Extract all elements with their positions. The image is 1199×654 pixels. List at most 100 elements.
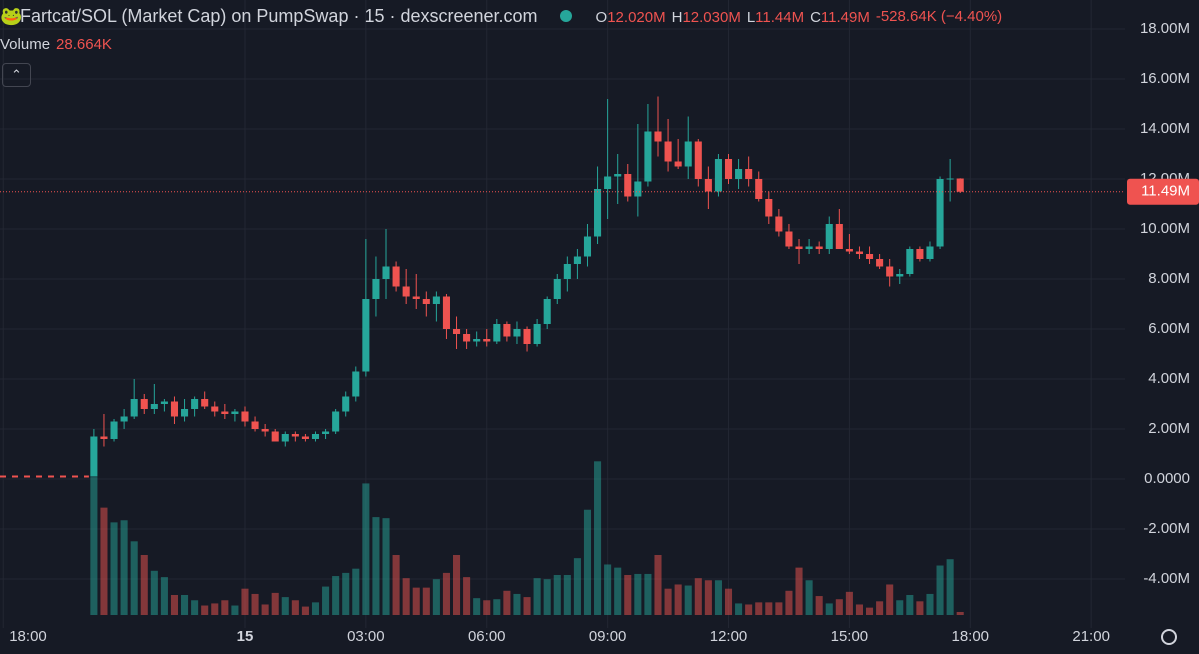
volume-bar	[845, 591, 853, 615]
candle-body	[120, 416, 128, 422]
candle-body	[876, 259, 884, 267]
volume-bar	[422, 587, 430, 615]
candle-body	[130, 399, 138, 417]
volume-bar	[765, 602, 773, 615]
candle-body	[322, 431, 330, 434]
volume-bar	[644, 573, 652, 615]
candle-body	[946, 178, 954, 180]
volume-bar	[634, 573, 642, 615]
volume-bar	[120, 520, 128, 615]
x-tick-label: 18:00	[9, 628, 47, 645]
candle-body	[352, 371, 360, 397]
candle-body	[614, 174, 622, 177]
volume-bar	[241, 588, 249, 615]
volume-bar	[271, 592, 279, 615]
volume-bar	[866, 607, 874, 615]
volume-bar	[553, 575, 561, 615]
candle-body	[221, 411, 229, 414]
x-tick-label: 18:00	[951, 628, 989, 645]
volume-bar	[322, 586, 330, 615]
volume-bar	[825, 603, 833, 615]
x-tick-label: 15	[237, 628, 254, 645]
volume-bar	[311, 602, 320, 615]
candle-body	[674, 161, 682, 167]
logo: 🐸	[0, 5, 23, 26]
x-tick-label: 09:00	[589, 628, 627, 645]
candle-body	[271, 431, 279, 442]
volume-bar	[90, 477, 98, 615]
candle-body	[362, 299, 370, 372]
last-price-label: 11.49M	[1141, 183, 1190, 200]
candle-body	[634, 181, 642, 197]
candle-body	[231, 411, 239, 414]
y-tick-label: 4.00M	[1148, 370, 1190, 387]
candle-body	[896, 274, 904, 277]
candle-body	[412, 296, 420, 299]
candle-body	[473, 339, 481, 342]
volume-bar	[181, 595, 189, 615]
candle-body	[855, 251, 864, 254]
volume-bar	[352, 568, 360, 615]
volume-bar	[573, 558, 581, 615]
candle-body	[241, 411, 249, 422]
candle-body	[261, 429, 269, 432]
candle-body	[281, 434, 289, 442]
volume-bar	[956, 611, 964, 615]
volume-bar	[583, 509, 592, 615]
volume-bar	[745, 604, 753, 615]
y-tick-label: 16.00M	[1140, 70, 1190, 87]
ohlc-key: C	[810, 8, 821, 26]
candle-body	[160, 401, 168, 404]
candle-body	[422, 299, 430, 304]
candle-body	[654, 131, 662, 142]
volume-value: 28.664K	[56, 36, 112, 53]
volume-bar	[543, 579, 551, 615]
status-dot	[559, 10, 572, 22]
y-tick-label: 18.00M	[1140, 20, 1190, 37]
volume-bar	[281, 597, 289, 615]
volume-bar	[775, 602, 783, 615]
candle-body	[402, 286, 410, 297]
candle-body	[664, 141, 672, 162]
candle-body	[765, 199, 773, 217]
candle-body	[594, 189, 602, 237]
volume-bar	[563, 575, 571, 615]
candle-body	[906, 249, 914, 274]
candle-body	[583, 236, 592, 257]
volume-bar	[815, 596, 823, 615]
x-tick-label: 06:00	[468, 628, 506, 645]
volume-bar	[755, 602, 763, 615]
candle-body	[523, 329, 531, 344]
volume-bar	[876, 601, 884, 615]
candle-body	[533, 324, 541, 344]
candle-body	[735, 169, 743, 179]
volume-bar	[805, 580, 813, 615]
candle-body	[332, 411, 340, 432]
candle-body	[150, 404, 158, 409]
volume-bar	[301, 606, 309, 615]
x-tick-label: 03:00	[347, 628, 385, 645]
change: -528.64K (−4.40%)	[875, 7, 1003, 25]
ohlc-value: 12.020M	[607, 8, 666, 26]
x-tick-label: 21:00	[1072, 628, 1110, 645]
candle-body	[181, 409, 189, 417]
candle-body	[382, 266, 390, 279]
ohlc-legend: O12.020M H12.030M L11.44M C11.49M	[590, 6, 870, 27]
y-tick-label: 14.00M	[1140, 120, 1190, 137]
volume-bar	[513, 593, 521, 615]
volume-bar	[463, 577, 471, 615]
candle-body	[543, 299, 551, 324]
collapse-button[interactable]: ⌃	[2, 63, 31, 87]
candle-body	[251, 421, 259, 429]
volume-bar	[452, 555, 461, 615]
candle-body	[775, 216, 783, 232]
volume-bar	[896, 600, 904, 615]
volume-bar	[261, 604, 269, 615]
candle-body	[100, 436, 108, 439]
candle-body	[90, 436, 98, 477]
candle-body	[624, 174, 632, 197]
volume-bar	[604, 564, 612, 615]
candle-body	[392, 266, 400, 287]
